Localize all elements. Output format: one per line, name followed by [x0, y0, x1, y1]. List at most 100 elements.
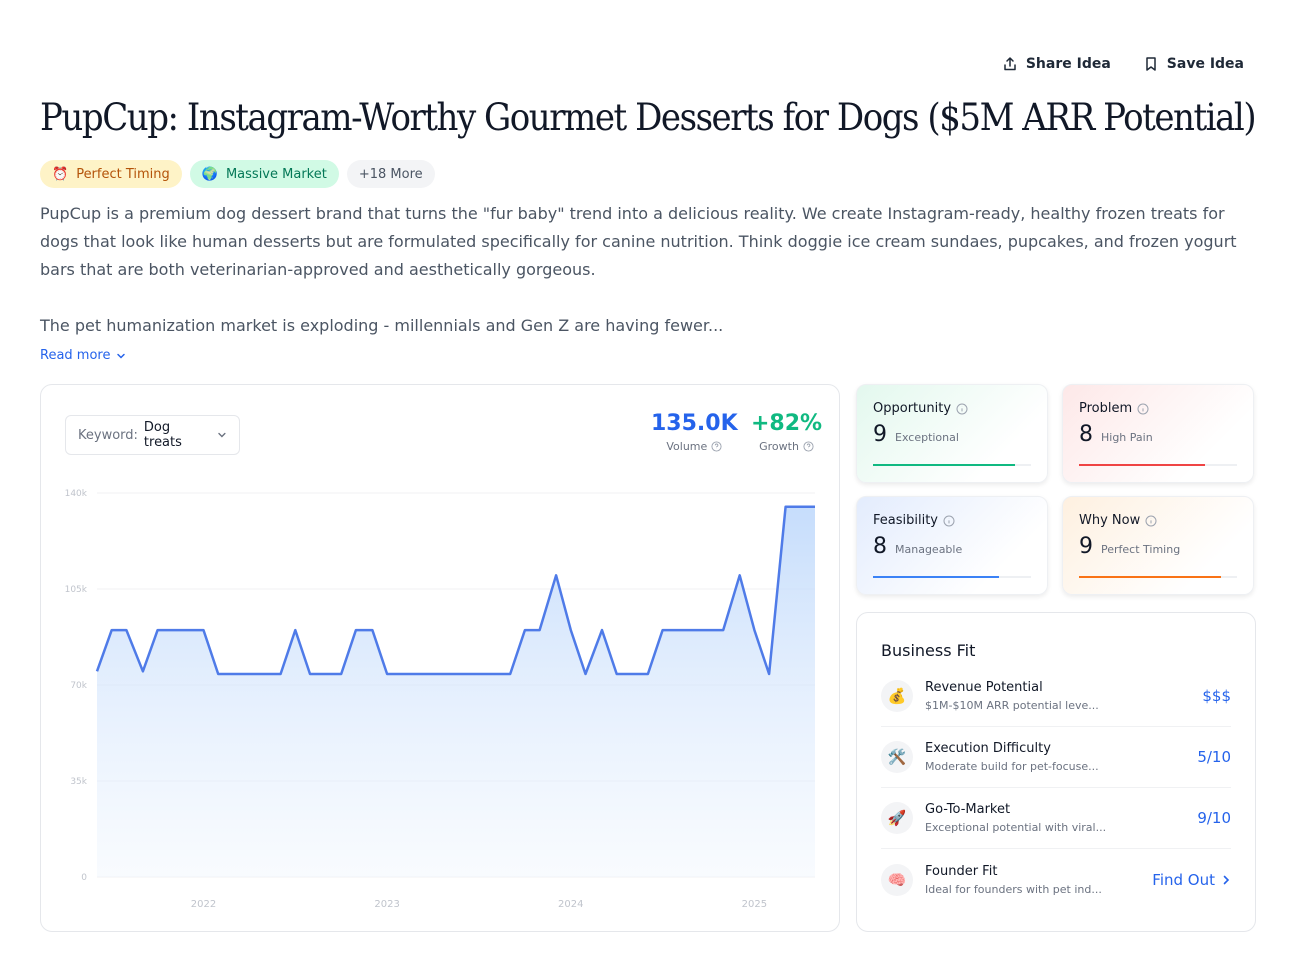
share-icon	[1004, 57, 1016, 71]
fit-name: Go-To-Market	[925, 802, 1011, 817]
fit-value: $$$	[1202, 687, 1231, 705]
share-idea-button[interactable]: Share Idea	[1002, 56, 1111, 72]
brain-icon: 🧠	[881, 863, 913, 896]
score-value: 9	[873, 422, 887, 447]
score-bar-fill	[873, 576, 1000, 578]
score-label-row: Feasibility	[873, 513, 1031, 528]
business-fit-card: Business Fit 💰 Revenue Potential $1M-$10…	[856, 612, 1256, 932]
score-bar-fill	[1079, 576, 1222, 578]
score-card-opportunity[interactable]: Opportunity 9 Exceptional	[856, 384, 1048, 483]
x-tick-label: 2022	[191, 899, 216, 910]
info-icon[interactable]	[1145, 515, 1157, 527]
fit-row-founder-fit[interactable]: 🧠 Founder Fit Ideal for founders with pe…	[881, 849, 1231, 910]
score-bar-fill	[873, 464, 1016, 466]
volume-area	[97, 506, 815, 877]
x-tick-label: 2024	[558, 899, 583, 910]
score-bar-track	[1079, 576, 1237, 578]
save-idea-button[interactable]: Save Idea	[1143, 56, 1244, 72]
trend-chart-card: Keyword: Dog treats 135.0K Volume +82% G…	[40, 384, 840, 932]
keyword-select[interactable]: Keyword: Dog treats	[65, 415, 240, 455]
growth-caption: Growth	[751, 440, 822, 453]
badge-list: ⏰ Perfect Timing 🌍 Massive Market +18 Mo…	[40, 160, 435, 188]
volume-caption: Volume	[651, 440, 738, 453]
fit-subtitle: Exceptional potential with viral...	[925, 821, 1107, 834]
score-value: 8	[873, 534, 887, 559]
y-tick-label: 35k	[70, 777, 87, 787]
find-out-button[interactable]: Find Out	[1152, 871, 1231, 889]
score-label: Why Now	[1079, 513, 1141, 528]
score-label-row: Opportunity	[873, 401, 1031, 416]
description-paragraph: The pet humanization market is exploding…	[40, 316, 724, 335]
business-fit-list: 💰 Revenue Potential $1M-$10M ARR potenti…	[881, 666, 1231, 910]
growth-label: Growth	[759, 440, 799, 453]
chevron-right-icon	[1223, 875, 1230, 884]
fit-row-revenue-potential[interactable]: 💰 Revenue Potential $1M-$10M ARR potenti…	[881, 666, 1231, 727]
fit-subtitle: $1M-$10M ARR potential leve...	[925, 699, 1099, 712]
score-description: Exceptional	[895, 431, 959, 444]
globe-icon: 🌍	[201, 166, 218, 182]
volume-stat: 135.0K Volume	[651, 411, 738, 453]
badge-massive-market[interactable]: 🌍 Massive Market	[189, 160, 339, 188]
money-bag-icon: 💰	[881, 680, 913, 712]
page-title: PupCup: Instagram-Worthy Gourmet Dessert…	[40, 96, 1257, 139]
y-tick-label: 0	[81, 873, 87, 883]
score-label-row: Why Now	[1079, 513, 1237, 528]
idea-description: PupCup is a premium dog dessert brand th…	[40, 200, 1256, 340]
y-tick-label: 70k	[70, 681, 87, 691]
badge-perfect-timing[interactable]: ⏰ Perfect Timing	[40, 160, 182, 188]
score-bar-track	[1079, 464, 1237, 466]
rocket-icon: 🚀	[881, 802, 913, 834]
fit-name: Founder Fit	[925, 863, 998, 879]
score-label: Feasibility	[873, 513, 938, 528]
score-row: 8 Manageable	[873, 534, 1031, 559]
score-description: High Pain	[1101, 431, 1153, 444]
business-fit-title: Business Fit	[881, 641, 976, 660]
score-row: 9 Exceptional	[873, 422, 1031, 447]
score-value: 8	[1079, 422, 1093, 447]
badge-label: +18 More	[358, 166, 423, 182]
score-description: Manageable	[895, 543, 963, 556]
fit-text: Revenue Potential $1M-$10M ARR potential…	[925, 680, 1202, 712]
keyword-label: Keyword:	[78, 427, 138, 443]
score-bar-fill	[1079, 464, 1206, 466]
read-more-label: Read more	[40, 348, 111, 363]
score-card-why-now[interactable]: Why Now 9 Perfect Timing	[1062, 496, 1254, 595]
fit-subtitle: Moderate build for pet-focuse...	[925, 760, 1099, 773]
fit-value: 5/10	[1197, 748, 1231, 766]
x-tick-label: 2025	[742, 899, 767, 910]
description-paragraph: PupCup is a premium dog dessert brand th…	[40, 204, 1237, 279]
volume-value: 135.0K	[651, 411, 738, 436]
help-circle-icon[interactable]	[803, 441, 814, 452]
score-bar-track	[873, 464, 1031, 466]
score-label: Opportunity	[873, 401, 952, 416]
fit-text: Go-To-Market Exceptional potential with …	[925, 802, 1197, 834]
y-tick-label: 140k	[65, 489, 88, 499]
score-value: 9	[1079, 534, 1093, 559]
score-card-problem[interactable]: Problem 8 High Pain	[1062, 384, 1254, 483]
fit-text: Founder Fit Ideal for founders with pet …	[925, 864, 1152, 896]
x-tick-label: 2023	[374, 899, 399, 910]
alarm-clock-icon: ⏰	[52, 166, 69, 182]
info-icon[interactable]	[956, 403, 968, 415]
search-volume-chart: 140k 105k 70k 35k 0 2022 2023 2024 2025	[65, 489, 815, 910]
keyword-value: Dog treats	[143, 420, 182, 450]
fit-row-go-to-market[interactable]: 🚀 Go-To-Market Exceptional potential wit…	[881, 788, 1231, 849]
score-card-feasibility[interactable]: Feasibility 8 Manageable	[856, 496, 1048, 595]
badge-label: Perfect Timing	[76, 166, 170, 182]
badge-more[interactable]: +18 More	[346, 160, 435, 188]
score-description: Perfect Timing	[1101, 543, 1181, 556]
help-circle-icon[interactable]	[711, 441, 722, 452]
fit-value: 9/10	[1197, 809, 1231, 827]
score-row: 9 Perfect Timing	[1079, 534, 1237, 559]
chevron-down-icon	[117, 353, 126, 359]
fit-name: Revenue Potential	[925, 680, 1043, 695]
chevron-down-icon	[218, 432, 226, 438]
top-actions: Share Idea Save Idea	[1002, 56, 1244, 72]
info-icon[interactable]	[943, 515, 955, 527]
score-label: Problem	[1079, 401, 1133, 416]
volume-line	[95, 505, 815, 676]
info-icon[interactable]	[1137, 403, 1149, 415]
fit-name: Execution Difficulty	[925, 741, 1051, 756]
fit-row-execution-difficulty[interactable]: 🛠️ Execution Difficulty Moderate build f…	[881, 727, 1231, 788]
read-more-link[interactable]: Read more	[40, 348, 126, 363]
